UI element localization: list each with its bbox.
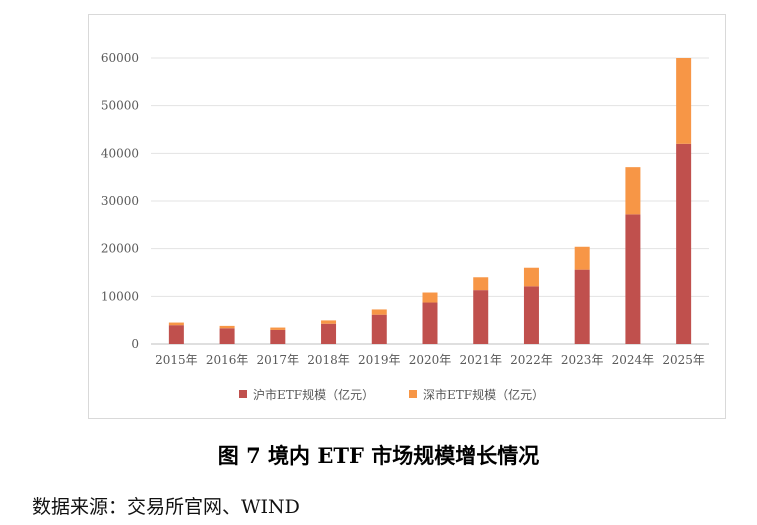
bar-segment-series-2 (422, 292, 438, 303)
bar-segment-series-1 (473, 290, 489, 344)
bar-segment-series-1 (574, 269, 590, 344)
bar-segment-series-1 (625, 214, 641, 344)
bar-segment-series-2 (574, 246, 590, 270)
bar-segment-series-1 (168, 325, 184, 344)
bar-segment-series-2 (321, 320, 337, 324)
bar-segment-series-1 (422, 302, 438, 344)
x-tick-label: 2018年 (307, 353, 350, 367)
x-tick-label: 2020年 (409, 353, 452, 367)
y-tick-label: 0 (131, 337, 139, 351)
bars (168, 58, 692, 344)
bar-segment-series-2 (371, 309, 387, 315)
x-tick-label: 2016年 (206, 353, 249, 367)
y-tick-label: 10000 (101, 289, 139, 303)
gridlines (151, 57, 709, 345)
bar-segment-series-1 (219, 328, 235, 344)
y-tick-label: 60000 (101, 51, 139, 65)
bar-segment-series-2 (219, 325, 235, 329)
bar-segment-series-1 (523, 286, 539, 344)
x-tick-label: 2019年 (358, 353, 401, 367)
legend-swatch (239, 390, 247, 398)
legend-label: 深市ETF规模（亿元） (423, 387, 544, 402)
x-tick-label: 2025年 (662, 353, 705, 367)
bar-segment-series-1 (371, 314, 387, 344)
legend-item: 沪市ETF规模（亿元） (239, 387, 374, 402)
bar-segment-series-1 (321, 323, 337, 344)
x-tick-label: 2021年 (459, 353, 502, 367)
x-tick-label: 2023年 (561, 353, 604, 367)
bar-segment-series-1 (676, 143, 692, 344)
x-tick-label: 2015年 (155, 353, 198, 367)
bar-segment-series-2 (625, 167, 641, 215)
bar-segment-series-2 (523, 267, 539, 287)
y-tick-label: 30000 (101, 194, 139, 208)
y-axis-ticks: 0 10000 20000 30000 40000 50000 60000 (101, 51, 139, 351)
source-note: 数据来源：交易所官网、WIND (32, 496, 300, 518)
figure-title: 图 7 境内 ETF 市场规模增长情况 (217, 443, 540, 468)
bar-segment-series-2 (168, 322, 184, 326)
bar-segment-series-1 (270, 329, 286, 344)
x-axis-ticks: 2015年 2016年 2017年 2018年 2019年 2020年 2021年 2022年… (155, 353, 705, 367)
bar-segment-series-2 (676, 58, 692, 144)
y-tick-label: 20000 (101, 242, 139, 256)
legend-item: 深市ETF规模（亿元） (409, 387, 544, 402)
bar-segment-series-2 (473, 277, 489, 291)
chart-container: 0 10000 20000 30000 40000 50000 60000 2015年 201… (88, 14, 726, 419)
legend-label: 沪市ETF规模（亿元） (253, 387, 374, 402)
y-tick-label: 40000 (101, 146, 139, 160)
x-tick-label: 2017年 (257, 353, 300, 367)
x-tick-label: 2024年 (612, 353, 655, 367)
legend-swatch (409, 390, 417, 398)
y-tick-label: 50000 (101, 99, 139, 113)
bar-segment-series-2 (270, 327, 286, 330)
x-tick-label: 2022年 (510, 353, 553, 367)
legend: 沪市ETF规模（亿元） 深市ETF规模（亿元） (239, 387, 544, 402)
